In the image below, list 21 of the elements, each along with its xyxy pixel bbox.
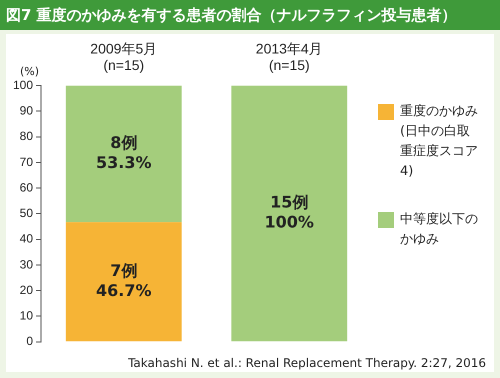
legend-label: 中等度以下のかゆみ: [400, 211, 479, 249]
legend-label: 重度のかゆみ(日中の白取重症度スコア4): [400, 103, 479, 181]
x-tick-label: 2013年4月 (n=15): [256, 40, 323, 74]
data-label: 8例 53.3%: [96, 133, 152, 172]
x-tick-label: 2009年5月 (n=15): [90, 40, 158, 74]
y-tick-label: 0: [26, 334, 34, 348]
y-tick-label: 100: [12, 78, 34, 92]
chart-title: 図7 重度のかゆみを有する患者の割合（ナルフラフィン投与患者）: [0, 0, 500, 30]
data-label: 7例 46.7%: [96, 260, 152, 300]
y-tick-label: 60: [20, 180, 34, 194]
y-tick-label: 70: [20, 154, 34, 169]
y-tick-label: 40: [20, 232, 34, 246]
y-tick-label: 20: [20, 282, 34, 297]
y-tick-label: 80: [20, 129, 34, 144]
y-tick-label: 50: [20, 206, 34, 220]
y-tick-label: 10: [20, 308, 34, 322]
data-label: 15例 100%: [264, 192, 314, 232]
y-tick-label: 90: [20, 104, 34, 118]
y-axis-title: (%): [20, 64, 40, 78]
y-tick-label: 30: [20, 257, 34, 272]
text: Takahashi N. et al.: Renal Replacement Therapy. 2:27, 2016: [128, 356, 486, 370]
